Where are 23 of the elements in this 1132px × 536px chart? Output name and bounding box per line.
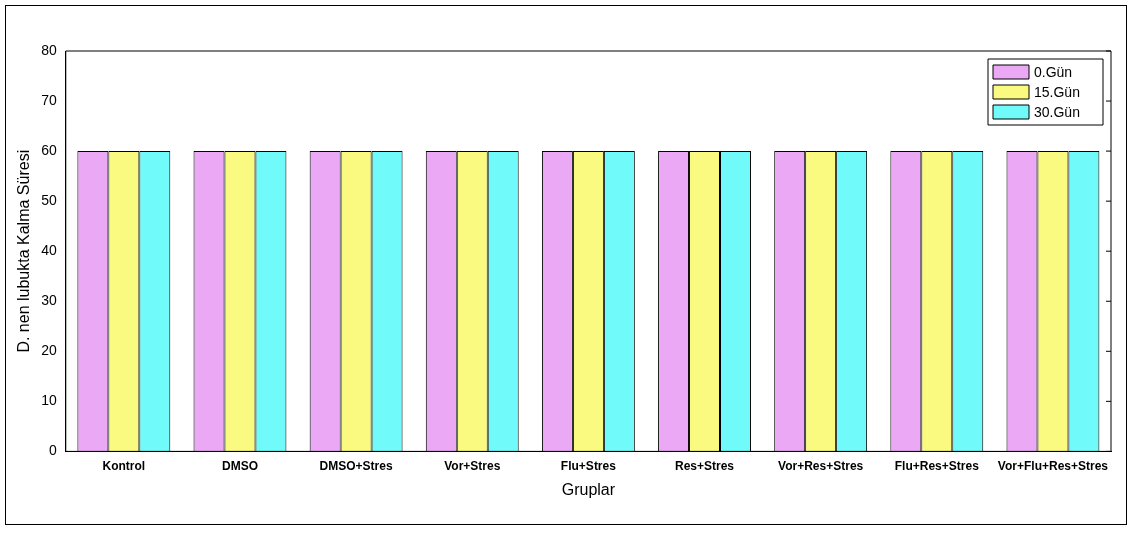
x-tick-label: Flu+Stres (560, 458, 617, 473)
y-axis-title: D. nen lubukta Kalma Süresi (15, 149, 33, 353)
y-tick-label: 40 (41, 242, 57, 259)
x-tick-label: DMSO+Stres (319, 458, 393, 473)
y-tick-label: 70 (41, 91, 57, 108)
y-tick-label: 50 (41, 192, 57, 209)
x-tick-label: Flu+Res+Stres (894, 458, 980, 473)
x-tick-label: Kontrol (102, 458, 146, 473)
legend-label: 30.Gün (1034, 103, 1080, 120)
y-tick-label: 0 (48, 442, 57, 459)
x-tick-label: Vor+Stres (444, 458, 501, 473)
y-tick-label: 80 (41, 41, 57, 58)
y-tick-label: 30 (41, 292, 57, 309)
x-tick-label: Res+Stres (675, 458, 735, 473)
x-tick-label: Vor+Res+Stres (778, 458, 864, 473)
legend-label: 0.Gün (1034, 63, 1073, 80)
y-tick-label: 10 (41, 392, 57, 409)
x-axis-title: Gruplar (561, 480, 616, 498)
x-tick-label: Vor+Flu+Res+Stres (997, 458, 1109, 473)
y-tick-label: 60 (41, 141, 57, 158)
x-tick-label: DMSO (221, 458, 258, 473)
legend-label: 15.Gün (1034, 83, 1080, 100)
y-tick-label: 20 (41, 342, 57, 359)
